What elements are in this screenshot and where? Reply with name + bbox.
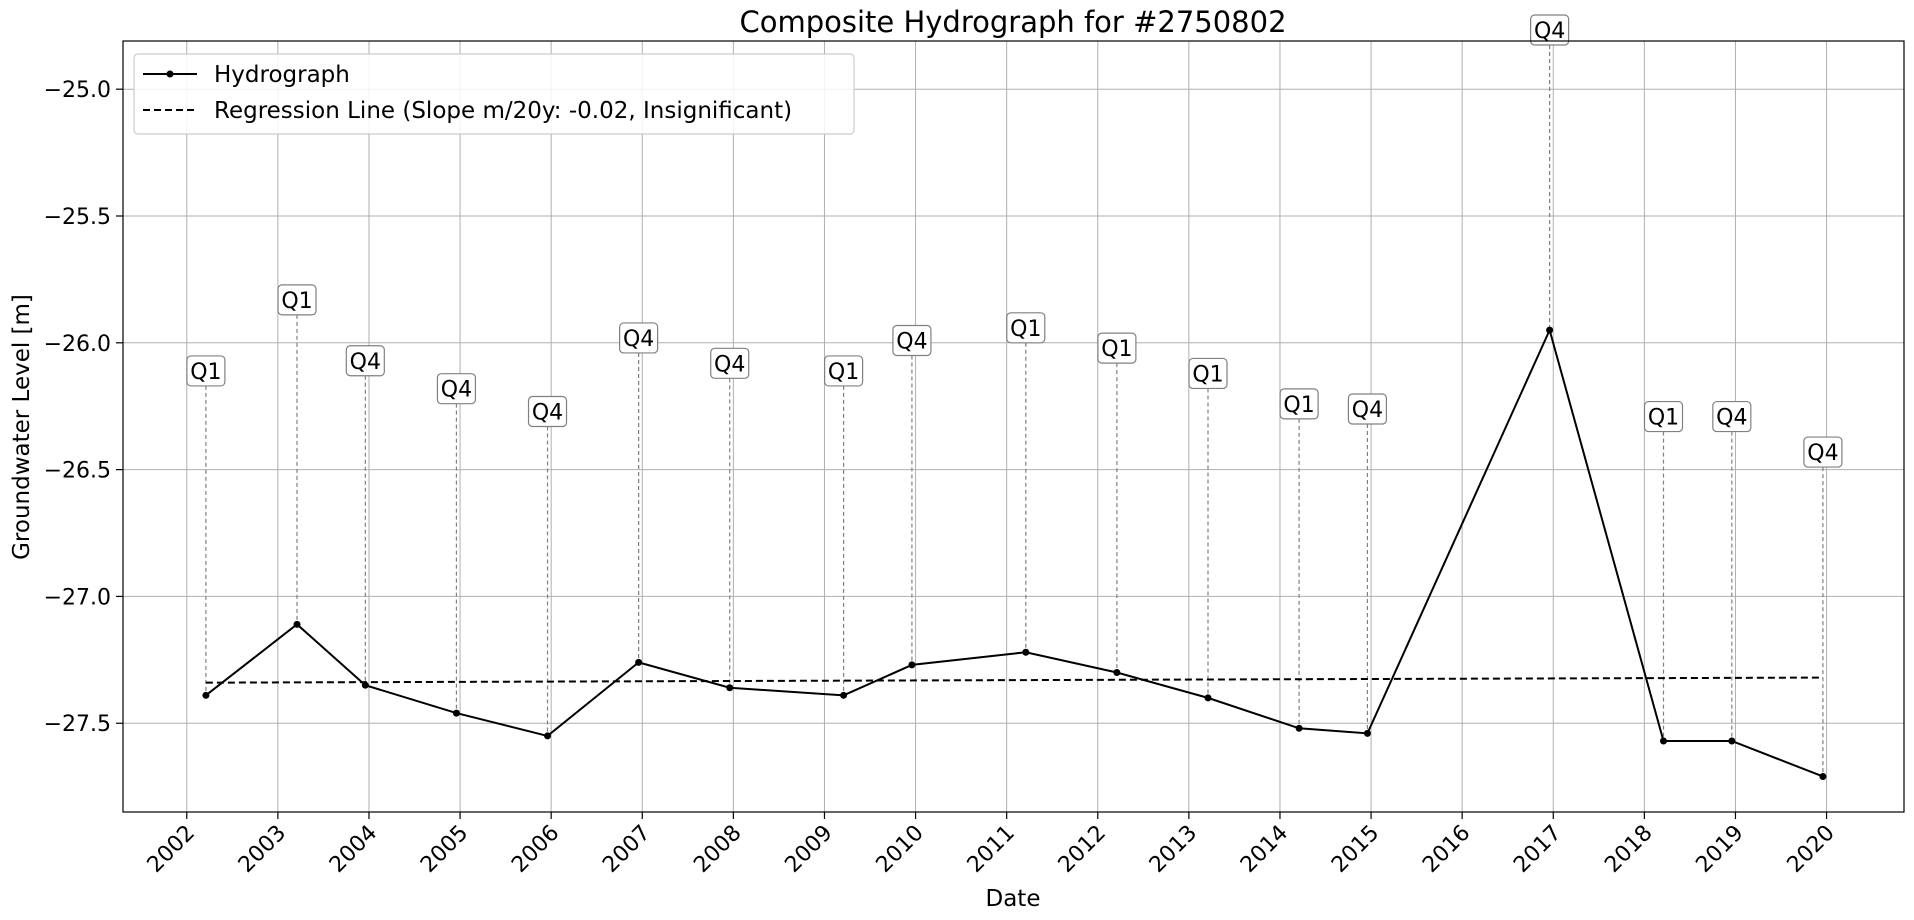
hydrograph-point xyxy=(1728,737,1736,745)
legend: Hydrograph Regression Line (Slope m/20y:… xyxy=(133,53,855,135)
hydrograph-point xyxy=(1363,729,1371,737)
annotation-box xyxy=(436,373,477,405)
annotation-box xyxy=(345,345,385,377)
y-axis-label: Groundwater Level [m] xyxy=(9,294,35,560)
chart-title: Composite Hydrograph for #2750802 xyxy=(739,5,1286,39)
hydrograph-point xyxy=(908,661,916,669)
annotation-label: Q1 xyxy=(1101,337,1132,362)
y-tick-label: −25.5 xyxy=(44,205,111,230)
y-tick-label: −27.0 xyxy=(44,585,111,610)
hydrograph-point xyxy=(544,732,552,740)
hydrograph-point xyxy=(293,620,301,628)
hydrograph-point xyxy=(1295,724,1303,732)
y-tick-label: −27.5 xyxy=(44,712,111,737)
annotation-box xyxy=(1006,312,1046,344)
annotation-label: Q1 xyxy=(1283,393,1314,418)
annotation-label: Q1 xyxy=(1648,406,1679,431)
hydrograph-point xyxy=(202,691,210,699)
annotation-box xyxy=(1712,400,1752,433)
y-tick-label: −26.5 xyxy=(44,459,111,484)
annotation-label: Q4 xyxy=(1716,406,1747,431)
quarter-annotations: Q1 Q1 Q4 Q4 Q4 Q4 Q4 Q1 Q4 Q1 Q1 Q1 Q1 Q4 Q4 Q1 Q4 Q4 xyxy=(186,14,1843,468)
annotation-box xyxy=(710,347,750,379)
annotation-label: Q1 xyxy=(281,289,312,314)
annotation-box xyxy=(1097,332,1137,364)
legend-hydrograph-marker xyxy=(166,70,174,78)
annotation-label: Q4 xyxy=(623,327,654,352)
hydrograph-point xyxy=(840,691,848,699)
annotation-box xyxy=(892,324,932,357)
regression-line-series xyxy=(205,676,1823,684)
annotation-label: Q4 xyxy=(1352,398,1383,423)
annotation-box xyxy=(186,355,226,387)
hydrograph-line xyxy=(205,327,1824,778)
annotation-box xyxy=(619,322,659,354)
hydrograph-point xyxy=(1204,694,1212,702)
annotation-label: Q4 xyxy=(1534,19,1565,44)
y-tick-label: −26.0 xyxy=(44,332,111,357)
annotation-label: Q4 xyxy=(441,378,472,403)
annotation-box xyxy=(1188,357,1228,390)
annotation-box xyxy=(823,355,864,387)
annotation-label: Q1 xyxy=(1192,362,1223,387)
hydrograph-point xyxy=(635,658,643,666)
hydrograph-point xyxy=(726,684,734,692)
annotation-box xyxy=(1530,14,1570,46)
legend-box xyxy=(133,53,855,135)
annotation-box xyxy=(1347,393,1388,425)
annotation-box xyxy=(1803,436,1843,468)
annotation-box xyxy=(1279,388,1319,420)
annotation-box xyxy=(527,395,568,428)
hydrograph-point xyxy=(361,681,369,689)
hydrograph-point xyxy=(1659,737,1667,745)
hydrograph-point xyxy=(452,709,460,717)
hydrograph-point xyxy=(1819,772,1827,780)
x-axis-label: Date xyxy=(986,886,1041,912)
annotation-label: Q4 xyxy=(350,350,381,375)
annotation-label: Q1 xyxy=(828,360,859,385)
annotation-label: Q4 xyxy=(896,329,927,354)
regression-line xyxy=(205,676,1823,684)
annotation-leaders xyxy=(205,45,1824,777)
hydrograph-point xyxy=(1546,326,1554,334)
annotation-label: Q4 xyxy=(532,401,563,426)
hydrograph-point xyxy=(1022,648,1030,656)
legend-regression-label: Regression Line (Slope m/20y: -0.02, Ins… xyxy=(214,98,792,124)
y-axis-ticks: −25.0 −25.5 −26.0 −26.5 −27.0 −27.5 xyxy=(44,78,123,737)
annotation-box xyxy=(1643,400,1684,433)
annotation-label: Q1 xyxy=(1010,317,1041,342)
annotation-label: Q4 xyxy=(1807,441,1838,466)
hydrograph-series xyxy=(202,326,1827,780)
legend-hydrograph-label: Hydrograph xyxy=(214,62,350,88)
plot-area-frame xyxy=(122,40,1905,813)
annotation-label: Q4 xyxy=(714,352,745,377)
hydrograph-point xyxy=(1113,669,1121,677)
annotation-box xyxy=(277,284,317,316)
y-tick-label: −25.0 xyxy=(44,78,111,103)
annotation-label: Q1 xyxy=(190,360,221,385)
